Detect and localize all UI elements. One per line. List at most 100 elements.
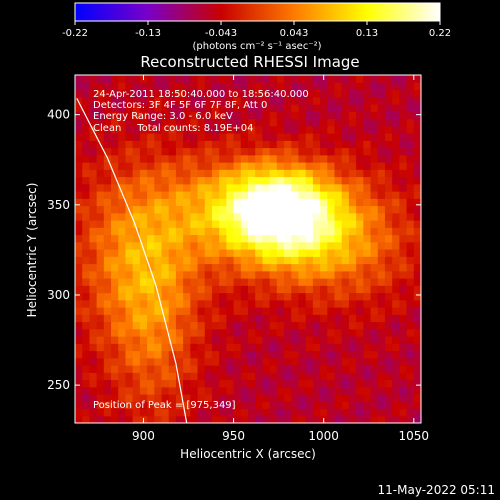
heatmap-cell (248, 336, 256, 344)
heatmap-cell (75, 162, 83, 170)
heatmap-cell (89, 343, 98, 352)
heatmap-cell (183, 118, 191, 127)
heatmap-cell (384, 394, 393, 402)
heatmap-cell (291, 241, 300, 250)
heatmap-cell (125, 111, 134, 120)
heatmap-cell (406, 415, 415, 423)
heatmap-cell (190, 140, 199, 149)
heatmap-cell (204, 147, 213, 156)
heatmap-cell (413, 357, 421, 366)
heatmap-cell (276, 205, 285, 214)
heatmap-cell (82, 394, 91, 402)
heatmap-cell (363, 154, 372, 163)
heatmap-cell (348, 307, 357, 315)
heatmap-cell (168, 263, 177, 272)
heatmap-cell (305, 133, 314, 141)
heatmap-cell (269, 270, 278, 279)
heatmap-cell (226, 278, 235, 286)
heatmap-cell (413, 162, 421, 170)
heatmap-cell (89, 147, 98, 156)
heatmap-cell (197, 328, 206, 337)
heatmap-cell (370, 82, 379, 91)
heatmap-cell (327, 299, 336, 308)
heatmap-cell (327, 292, 336, 301)
heatmap-cell (183, 220, 191, 228)
heatmap-cell (103, 336, 112, 344)
heatmap-cell (204, 154, 213, 163)
heatmap-cell (132, 336, 141, 344)
heatmap-cell (111, 89, 119, 98)
heatmap-cell (168, 140, 177, 149)
heatmap-cell (298, 307, 307, 315)
heatmap-cell (305, 183, 314, 192)
heatmap-cell (305, 140, 314, 149)
heatmap-cell (82, 176, 91, 185)
heatmap-cell (348, 321, 357, 330)
heatmap-cell (356, 394, 364, 402)
heatmap-cell (370, 118, 379, 127)
heatmap-cell (204, 249, 213, 257)
heatmap-cell (75, 111, 83, 120)
heatmap-cell (406, 96, 415, 105)
heatmap-cell (399, 220, 408, 228)
heatmap-cell (89, 307, 98, 315)
heatmap-cell (248, 379, 256, 388)
heatmap-cell (240, 394, 249, 402)
heatmap-cell (118, 278, 127, 286)
heatmap-cell (312, 249, 321, 257)
heatmap-cell (406, 140, 415, 149)
heatmap-cell (334, 328, 343, 337)
heatmap-cell (327, 212, 336, 221)
heatmap-cell (103, 307, 112, 315)
heatmap-cell (298, 379, 307, 388)
heatmap-cell (89, 89, 98, 98)
heatmap-cell (399, 372, 408, 381)
heatmap-cell (363, 285, 372, 294)
heatmap-cell (413, 415, 421, 423)
heatmap-cell (139, 162, 148, 170)
heatmap-cell (284, 162, 292, 170)
heatmap-cell (197, 212, 206, 221)
heatmap-cell (284, 263, 292, 272)
heatmap-cell (312, 386, 321, 395)
heatmap-cell (118, 234, 127, 243)
heatmap-cell (132, 278, 141, 286)
heatmap-cell (377, 401, 386, 410)
heatmap-cell (82, 75, 91, 83)
heatmap-cell (377, 234, 386, 243)
heatmap-cell (262, 176, 271, 185)
heatmap-cell (197, 336, 206, 344)
heatmap-cell (356, 386, 364, 395)
heatmap-cell (312, 227, 321, 236)
heatmap-cell (413, 307, 421, 315)
heatmap-cell (327, 350, 336, 359)
heatmap-cell (139, 234, 148, 243)
heatmap-cell (161, 343, 170, 352)
heatmap-cell (82, 336, 91, 344)
heatmap-cell (262, 379, 271, 388)
info-annotations: 24-Apr-2011 18:50:40.000 to 18:56:40.000… (93, 89, 309, 134)
heatmap-cell (399, 176, 408, 185)
heatmap-cell (168, 357, 177, 366)
heatmap-cell (154, 82, 163, 91)
heatmap-cell (219, 343, 227, 352)
heatmap-cell (175, 147, 184, 156)
heatmap-cell (276, 350, 285, 359)
heatmap-cell (197, 227, 206, 236)
heatmap-cell (312, 125, 321, 134)
heatmap-cell (168, 386, 177, 395)
heatmap-cell (269, 343, 278, 352)
heatmap-cell (341, 89, 350, 98)
heatmap-cell (118, 227, 127, 236)
heatmap-cell (154, 140, 163, 149)
heatmap-cell (284, 328, 292, 337)
heatmap-cell (125, 314, 134, 323)
heatmap-cell (248, 343, 256, 352)
heatmap-cell (226, 191, 235, 199)
heatmap-cell (118, 285, 127, 294)
heatmap-cell (248, 227, 256, 236)
heatmap-cell (399, 307, 408, 315)
heatmap-cell (334, 169, 343, 178)
heatmap-cell (190, 75, 199, 83)
heatmap-cell (406, 205, 415, 214)
